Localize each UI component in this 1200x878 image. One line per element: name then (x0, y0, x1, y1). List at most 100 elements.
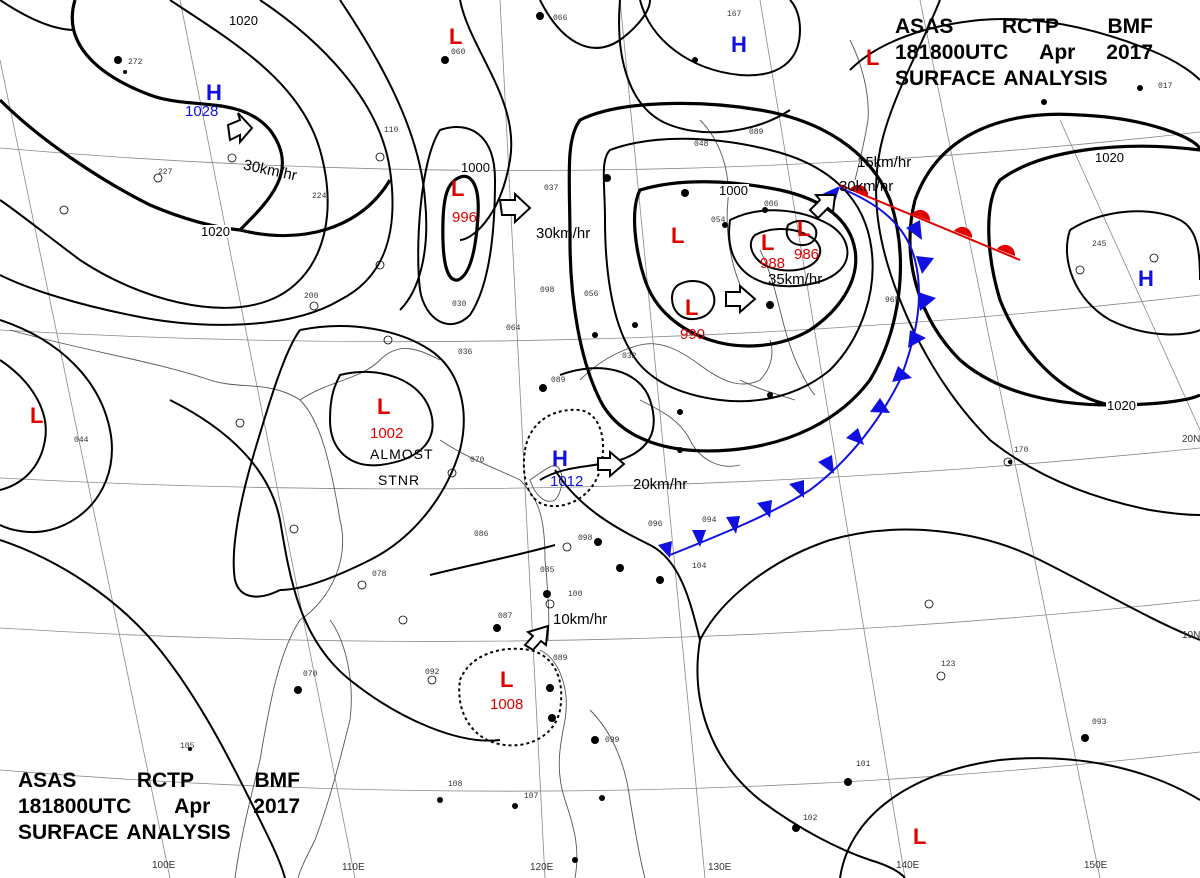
station-obs: 100 (568, 590, 583, 599)
low-pressure-symbol: L (866, 45, 880, 70)
movement-speed: 15km/hr (857, 154, 912, 171)
station-obs: 099 (605, 736, 620, 745)
header-source: ASAS (895, 15, 954, 38)
station-obs: 070 (470, 456, 485, 465)
header-month: Apr (174, 795, 211, 818)
station-obs: 054 (711, 216, 726, 225)
low-pressure-symbol: L (671, 223, 685, 248)
longitude-label: 100E (152, 860, 176, 871)
header-row-3: SURFACE ANALYSIS (895, 66, 1153, 92)
movement-arrows (226, 112, 837, 652)
isobar-label: 1000 (460, 160, 491, 175)
latitude-label: 20N (1182, 434, 1200, 445)
station-obs: 056 (584, 290, 599, 299)
header-issuer: BMF (254, 769, 301, 792)
header-row-2: 181800UTC Apr 2017 (895, 40, 1153, 66)
stationary-note-line1: ALMOST (370, 446, 434, 462)
header-time: 181800UTC (18, 795, 132, 818)
station-obs: 078 (372, 570, 387, 579)
station-obs: 108 (448, 780, 463, 789)
latitude-label: 10N (1182, 630, 1200, 641)
longitude-label: 130E (708, 862, 732, 873)
station-obs: 032 (622, 352, 637, 361)
station-obs: 200 (304, 292, 319, 301)
longitude-label: 110E (342, 862, 365, 873)
station-obs: 036 (458, 348, 473, 357)
station-obs: 087 (498, 612, 513, 621)
isobar-label: 1020 (200, 224, 231, 239)
latitude-lines (0, 131, 1200, 792)
header-station: RCTP (1001, 15, 1060, 38)
header-type-1: SURFACE (895, 67, 996, 90)
isobar-label: 1020 (228, 13, 259, 28)
header-row-1: ASAS RCTP BMF (18, 768, 300, 794)
station-obs: 060 (451, 48, 466, 57)
longitude-label: 150E (1084, 860, 1108, 871)
header-type-2: ANALYSIS (1003, 67, 1108, 90)
header-year: 2017 (1106, 41, 1153, 64)
station-obs: 086 (474, 530, 489, 539)
station-obs: 965 (885, 296, 900, 305)
low-pressure-value: 1008 (490, 696, 524, 713)
movement-speed: 30km/hr (536, 225, 591, 242)
station-obs: 104 (692, 562, 707, 571)
station-obs: 006 (764, 200, 779, 209)
low-pressure-symbol: L (500, 667, 514, 692)
station-obs: 066 (553, 14, 568, 23)
movement-speed: 20km/hr (633, 476, 688, 493)
high-pressure-value: 1028 (185, 103, 219, 120)
high-pressure-symbol: H (731, 32, 747, 57)
header-time: 181800UTC (895, 41, 1009, 64)
station-obs: 245 (1092, 240, 1107, 249)
station-obs: 070 (303, 670, 318, 679)
station-rings (59, 152, 1159, 685)
high-pressure-symbol: H (1138, 266, 1154, 291)
low-pressure-value: 986 (794, 246, 820, 263)
header-station: RCTP (136, 769, 195, 792)
station-obs: 224 (312, 192, 327, 201)
station-obs: 094 (702, 516, 717, 525)
stationary-note-line2: STNR (378, 472, 421, 488)
station-obs: 167 (727, 10, 742, 19)
low-pressure-symbol: L (797, 216, 811, 241)
station-obs: 105 (180, 742, 195, 751)
station-obs: 096 (648, 520, 663, 529)
map-header-top-right: ASAS RCTP BMF 181800UTC Apr 2017 SURFACE… (895, 14, 1153, 92)
station-obs: 048 (694, 140, 709, 149)
station-obs: 085 (540, 566, 555, 575)
station-obs: 089 (553, 654, 568, 663)
longitude-label: 140E (896, 860, 920, 871)
movement-speed: 35km/hr (768, 271, 823, 288)
station-obs: 123 (941, 660, 956, 669)
station-obs: 017 (1158, 82, 1173, 91)
high-pressure-symbol: H (552, 446, 568, 471)
station-obs: 098 (578, 534, 593, 543)
warm-front (839, 184, 1021, 261)
station-obs: 089 (749, 128, 764, 137)
station-obs: 102 (803, 814, 818, 823)
header-type-1: SURFACE (18, 821, 119, 844)
low-pressure-value: 988 (760, 255, 786, 272)
header-row-1: ASAS RCTP BMF (895, 14, 1153, 40)
header-month: Apr (1039, 41, 1076, 64)
low-pressure-symbol: L (761, 230, 775, 255)
high-pressure-symbol: H (206, 80, 222, 105)
station-obs: 227 (158, 168, 173, 177)
low-pressure-value: 996 (452, 209, 478, 226)
movement-speed: 10km/hr (553, 611, 608, 628)
station-obs: 044 (74, 436, 89, 445)
isobar-label: 1020 (1106, 398, 1137, 413)
low-pressure-symbol: L (377, 394, 391, 419)
header-year: 2017 (253, 795, 300, 818)
station-obs: 037 (544, 184, 559, 193)
station-obs: 089 (551, 376, 566, 385)
station-obs: 170 (1014, 446, 1029, 455)
station-obs: 101 (856, 760, 871, 769)
low-pressure-symbol: L (451, 176, 465, 201)
low-pressure-value: 1002 (370, 425, 404, 442)
longitude-label: 120E (530, 862, 554, 873)
low-pressure-symbol: L (449, 24, 463, 49)
header-issuer: BMF (1107, 15, 1154, 38)
